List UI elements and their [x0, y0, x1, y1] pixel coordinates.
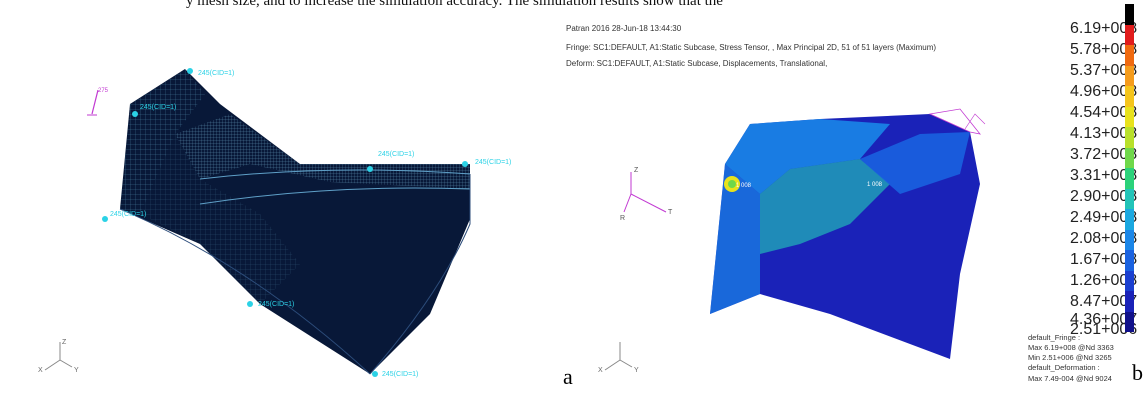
legend-swatch	[1125, 24, 1134, 45]
fringe-min: Min 2.51+006 @Nd 3265	[1028, 353, 1112, 362]
figure-panel-b: 1 008 1 008 Z T R X Y	[560, 14, 1147, 389]
legend-swatch	[1125, 4, 1134, 25]
coordinate-axes-a: Z X Y	[38, 339, 79, 374]
legend-tick: 4.36+007	[1070, 311, 1138, 328]
legend-swatch	[1125, 168, 1134, 189]
spc-label: 245(CID=1)	[382, 371, 418, 378]
legend-tick: 1.67+008	[1070, 251, 1138, 268]
spc-label: 245(CID=1)	[110, 211, 146, 218]
legend-tick: 5.78+008	[1070, 41, 1138, 58]
legend-tick: 4.13+008	[1070, 125, 1138, 142]
legend-tick: 5.37+008	[1070, 62, 1138, 79]
legend-swatch	[1125, 65, 1134, 86]
svg-text:Y: Y	[634, 367, 639, 374]
spc-labels: 245(CID=1) 245(CID=1) 245(CID=1) 245(CID…	[110, 70, 511, 378]
legend-tick: 1.26+008	[1070, 272, 1138, 289]
legend-tick: 2.51+006	[1070, 321, 1138, 338]
spc-label: 245(CID=1)	[378, 151, 414, 158]
figure-panel-a: 245(CID=1) 245(CID=1) 245(CID=1) 245(CID…	[0, 14, 560, 389]
svg-text:X: X	[598, 367, 603, 374]
svg-text:T: T	[668, 209, 673, 216]
spc-label: 245(CID=1)	[475, 159, 511, 166]
caption-b: b	[1132, 360, 1143, 385]
cropped-text: y mesh size, and to increase the simulat…	[186, 0, 723, 9]
legend-swatch	[1125, 106, 1134, 127]
header-line-3: Deform: SC1:DEFAULT, A1:Static Subcase, …	[566, 59, 828, 68]
svg-text:Y: Y	[74, 367, 79, 374]
legend-swatch	[1125, 250, 1134, 271]
legend-tick: 2.90+008	[1070, 188, 1138, 205]
legend-swatch	[1125, 229, 1134, 250]
header-line-1: Patran 2016 28-Jun-18 13:44:30	[566, 24, 682, 33]
legend-tick: 3.31+008	[1070, 167, 1138, 184]
legend-swatch	[1125, 45, 1134, 66]
legend-swatch	[1125, 291, 1134, 312]
legend-swatch	[1125, 209, 1134, 230]
fringe-model-b: 1 008 1 008 Z T R X Y	[598, 108, 986, 374]
legend-tick: 4.54+008	[1070, 104, 1138, 121]
fringe-max: Max 6.19+008 @Nd 3363	[1028, 343, 1114, 352]
legend-swatch	[1125, 86, 1134, 107]
spc-label: 245(CID=1)	[198, 70, 234, 77]
node-labels: 1 008 1 008	[736, 182, 883, 189]
header-line-2: Fringe: SC1:DEFAULT, A1:Static Subcase, …	[566, 43, 937, 52]
caption-a: a	[563, 364, 573, 389]
cropped-text-line: y mesh size, and to increase the simulat…	[0, 0, 1147, 14]
legend-tick: 6.19+008	[1070, 20, 1138, 37]
svg-text:1 008: 1 008	[736, 183, 752, 189]
spc-label: 245(CID=1)	[258, 301, 294, 308]
legend-swatch	[1125, 147, 1134, 168]
svg-text:1 008: 1 008	[867, 182, 883, 188]
fringe-title: default_Fringe :	[1028, 333, 1081, 342]
mesh-model-a: 245(CID=1) 245(CID=1) 245(CID=1) 245(CID…	[38, 68, 511, 378]
legend-swatch	[1125, 188, 1134, 209]
deformation-title: default_Deformation :	[1028, 363, 1100, 372]
load-triad: 275	[87, 88, 109, 116]
spc-label: 245(CID=1)	[140, 104, 176, 111]
svg-text:R: R	[620, 215, 625, 222]
spc-markers	[102, 68, 468, 377]
svg-text:Z: Z	[634, 167, 639, 174]
coordinate-axes-b: Z T R	[620, 167, 673, 222]
deformation-max: Max 7.49-004 @Nd 9024	[1028, 374, 1112, 383]
svg-text:Z: Z	[62, 339, 67, 346]
legend-swatch	[1125, 311, 1134, 332]
legend-tick: 3.72+008	[1070, 146, 1138, 163]
legend-tick: 8.47+007	[1070, 293, 1138, 310]
load-label: 275	[98, 88, 109, 94]
legend-tick: 2.49+008	[1070, 209, 1138, 226]
legend-tick: 2.08+008	[1070, 230, 1138, 247]
svg-text:X: X	[38, 367, 43, 374]
coordinate-axes-b2: X Y	[598, 342, 639, 374]
legend-tick: 4.96+008	[1070, 83, 1138, 100]
legend-swatch	[1125, 127, 1134, 148]
legend-swatch	[1125, 270, 1134, 291]
